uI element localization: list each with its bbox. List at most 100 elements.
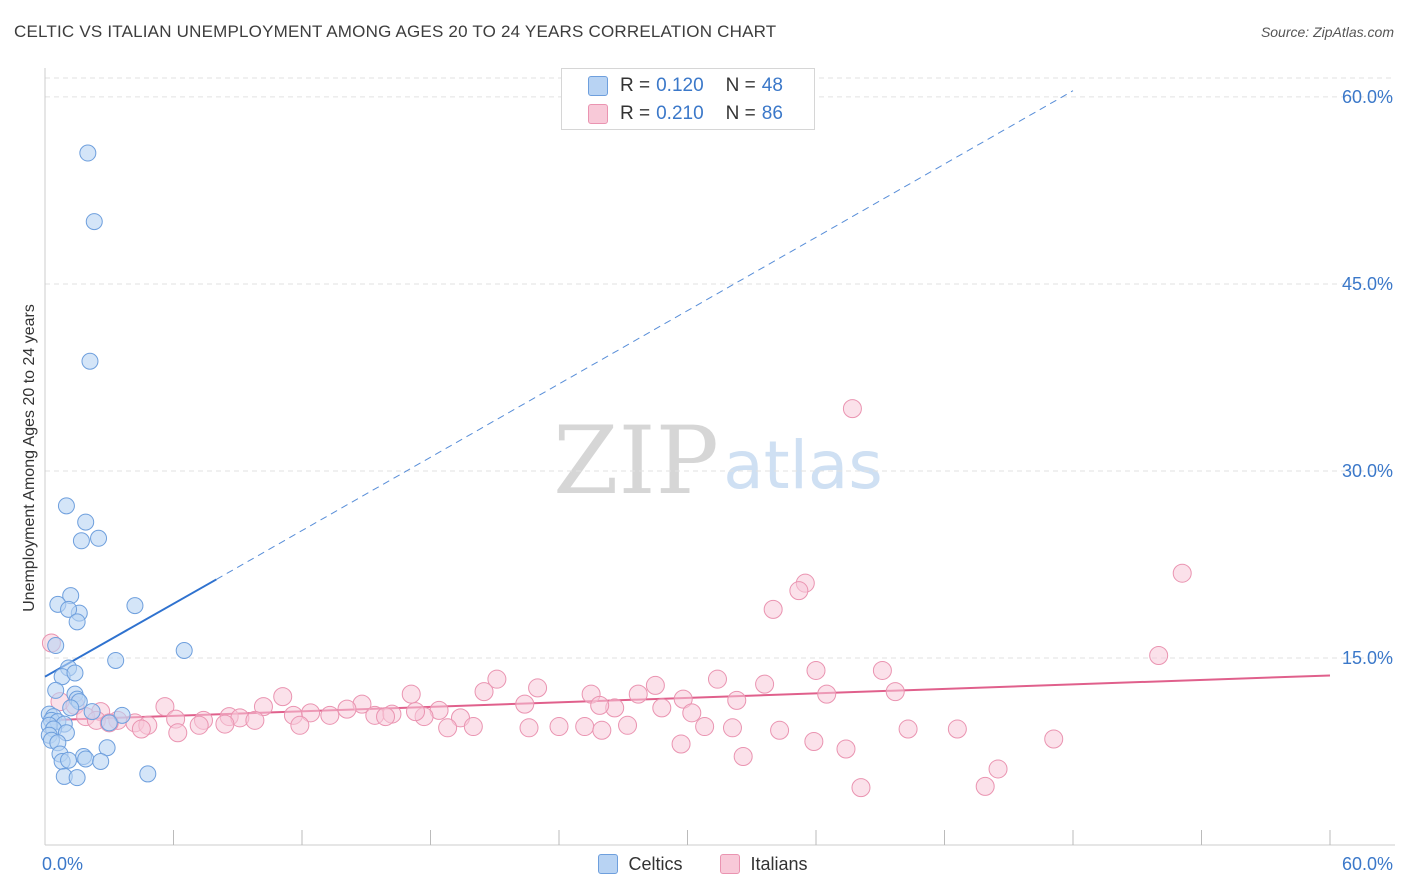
italian-point — [168, 723, 188, 743]
italian-point — [707, 669, 727, 689]
italian-point — [273, 687, 293, 707]
celtics-swatch — [588, 76, 608, 96]
celtic-point — [126, 597, 144, 615]
celtic-point — [77, 750, 95, 768]
celtic-point — [68, 769, 86, 787]
celtic-point — [60, 751, 78, 769]
italian-point — [406, 702, 426, 722]
celtic-point — [47, 637, 65, 655]
italian-point — [253, 697, 273, 717]
italian-point — [320, 705, 340, 725]
italian-point — [290, 715, 310, 735]
r-label: R = — [620, 75, 651, 96]
italian-point — [695, 717, 715, 737]
celtic-point — [100, 714, 118, 732]
italian-point — [592, 720, 612, 740]
celtic-point — [57, 497, 75, 515]
italian-point — [401, 684, 421, 704]
italian-point — [549, 717, 569, 737]
italian-point — [851, 778, 871, 798]
italian-point — [804, 732, 824, 752]
italian-point — [645, 675, 665, 695]
italian-point — [215, 714, 235, 734]
italian-point — [671, 734, 691, 754]
italian-point — [836, 739, 856, 759]
n-label: N = — [725, 103, 756, 124]
celtic-point — [68, 613, 86, 631]
series-legend: Celtics Italians — [0, 850, 1406, 878]
italian-point — [806, 660, 826, 680]
italian-point — [376, 707, 396, 727]
tick-labels: 15.0% 30.0% 45.0% 60.0% 0.0% 60.0% — [42, 87, 1393, 874]
italian-point — [770, 720, 790, 740]
italian-point — [245, 710, 265, 730]
italian-point — [755, 674, 775, 694]
italian-point — [727, 690, 747, 710]
watermark-zip: ZIP — [553, 407, 719, 516]
correlation-legend: R = 0.120 N = 48 R = 0.210 N = 86 — [561, 68, 815, 130]
italian-point — [975, 776, 995, 796]
italian-point — [189, 715, 209, 735]
y-tick-label: 45.0% — [1342, 274, 1393, 294]
celtic-point — [47, 681, 65, 699]
celtic-point — [98, 739, 116, 757]
celtic-point — [83, 703, 101, 721]
italian-point — [337, 699, 357, 719]
italian-point — [528, 678, 548, 698]
legend-item-italians[interactable]: Italians — [720, 854, 808, 875]
italian-point — [590, 695, 610, 715]
italian-point — [842, 399, 862, 419]
italian-point — [515, 694, 535, 714]
r-label: R = — [620, 103, 651, 124]
celtic-point — [92, 752, 110, 770]
italian-point — [618, 715, 638, 735]
n-value: 86 — [761, 103, 783, 124]
celtic-point — [90, 529, 108, 547]
r-value: 0.120 — [656, 75, 704, 96]
celtic-point — [85, 213, 103, 231]
italian-point — [789, 581, 809, 601]
italian-point — [438, 718, 458, 738]
italian-point — [885, 682, 905, 702]
celtic-points — [40, 144, 193, 787]
axes — [44, 68, 1395, 846]
celtics-swatch — [598, 854, 619, 874]
italians-swatch — [720, 854, 741, 874]
italian-point — [155, 697, 175, 717]
celtics-trend-extension — [216, 90, 1074, 580]
celtic-point — [77, 513, 95, 531]
legend-item-celtics[interactable]: Celtics — [598, 854, 682, 875]
legend-label-celtics: Celtics — [628, 853, 683, 874]
y-tick-label: 15.0% — [1342, 648, 1393, 668]
italian-point — [301, 703, 321, 723]
r-value: 0.210 — [656, 103, 704, 124]
celtic-point — [139, 765, 157, 783]
x-tick-label: 0.0% — [42, 854, 83, 874]
x-tick-label: 60.0% — [1342, 854, 1393, 874]
source-label: Source: ZipAtlas.com — [1260, 24, 1394, 40]
italians-swatch — [588, 104, 608, 124]
chart-title: CELTIC VS ITALIAN UNEMPLOYMENT AMONG AGE… — [14, 22, 777, 41]
celtic-point — [113, 706, 131, 724]
italian-point — [131, 719, 151, 739]
grid-lines — [45, 77, 1395, 659]
italian-point — [1172, 563, 1192, 583]
celtic-point — [72, 532, 90, 550]
italian-point — [463, 717, 483, 737]
legend-row-celtics: R = 0.120 N = 48 — [588, 74, 783, 98]
italian-point — [1149, 645, 1169, 665]
y-tick-label: 30.0% — [1342, 461, 1393, 481]
italian-point — [817, 684, 837, 704]
italian-point — [898, 719, 918, 739]
italian-point — [722, 718, 742, 738]
celtic-point — [107, 651, 125, 669]
celtic-point — [60, 600, 78, 618]
celtic-point — [81, 352, 99, 370]
italian-point — [673, 689, 693, 709]
italian-point — [872, 660, 892, 680]
italian-point — [519, 718, 539, 738]
n-value: 48 — [761, 75, 783, 96]
italian-point — [733, 746, 753, 766]
italian-point — [474, 682, 494, 702]
